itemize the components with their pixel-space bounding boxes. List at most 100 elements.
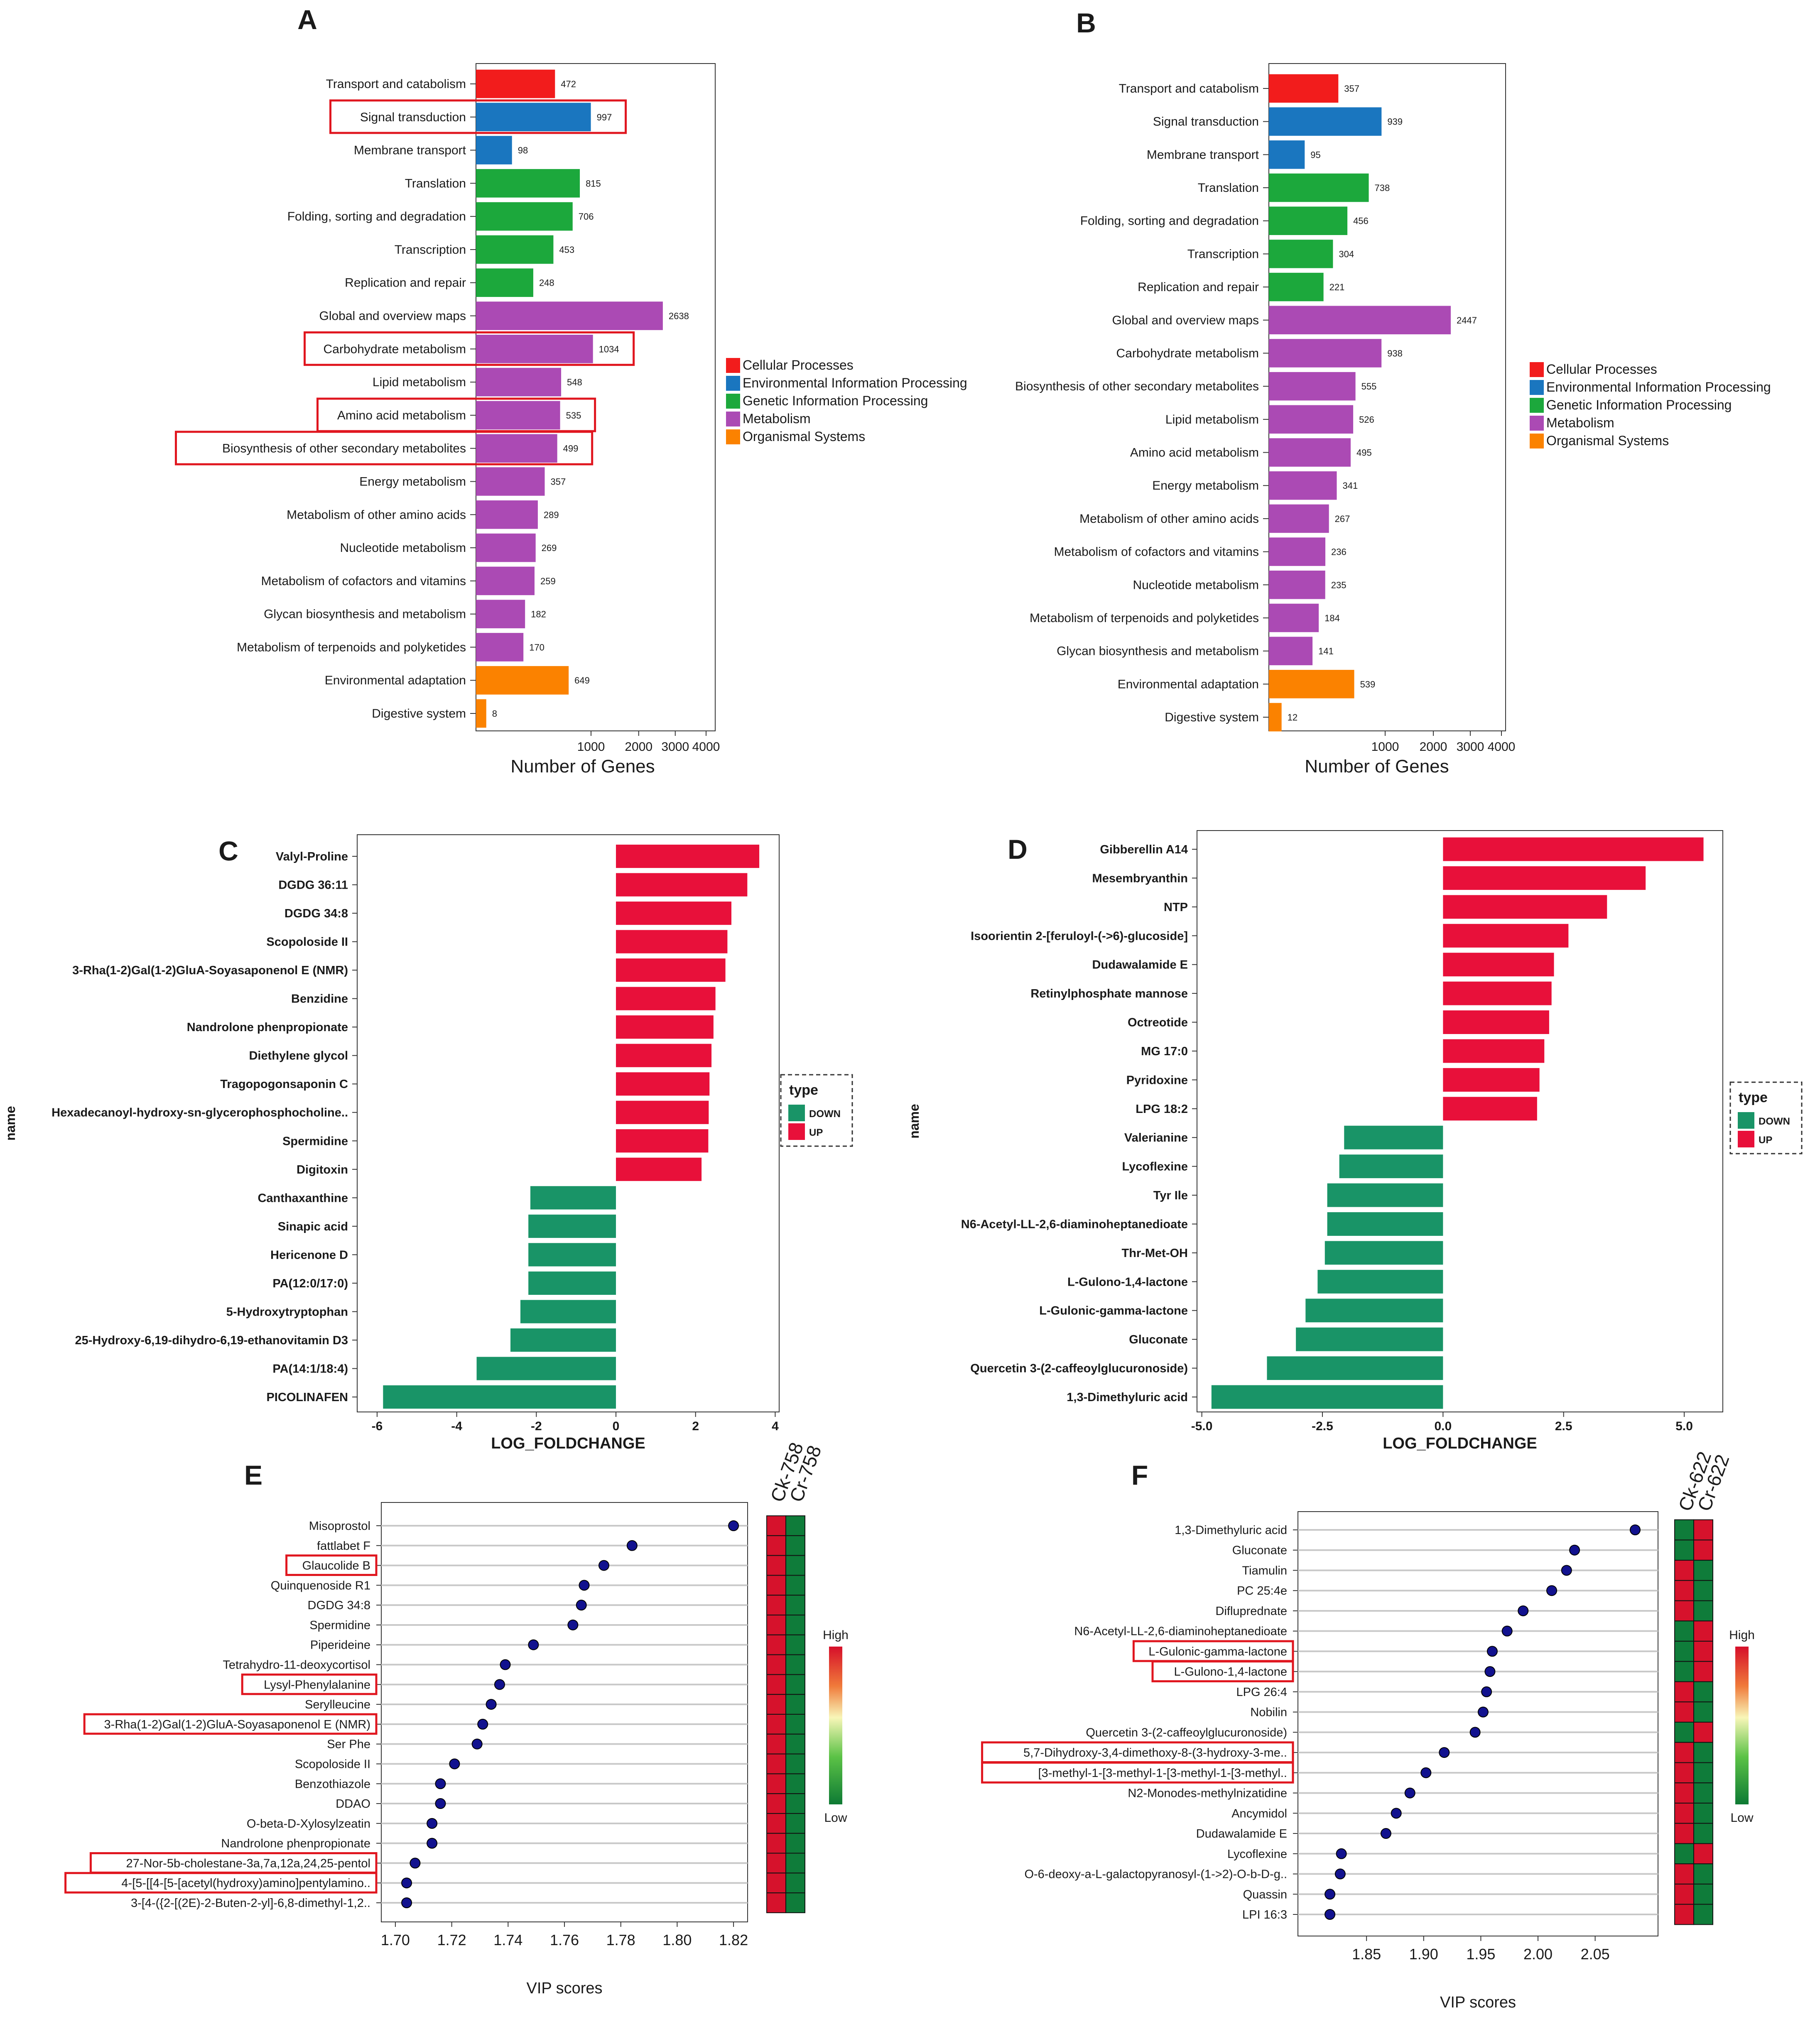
value-label: 738 (1375, 183, 1390, 193)
category-label: Glycan biosynthesis and metabolism (264, 608, 466, 621)
heatmap-cell (1693, 1539, 1713, 1561)
panel-E: E Misoprostol fattlabet F Glaucolide B Quinq… (64, 1439, 849, 1997)
category-label: 1,3-Dimethyluric acid (1175, 1524, 1287, 1537)
bar (616, 987, 716, 1010)
heatmap-cell (1674, 1742, 1694, 1763)
category-label: Gluconate (1129, 1333, 1188, 1346)
legend-box (780, 1074, 853, 1147)
category-label: Carbohydrate metabolism (324, 342, 466, 356)
x-axis-title: Number of Genes (1305, 756, 1449, 777)
vip-dot (471, 1738, 483, 1750)
category-label: Global and overview maps (1112, 314, 1259, 327)
panel-letter: A (297, 4, 317, 35)
highlight-box (1151, 1660, 1294, 1683)
x-tick-label: 4000 (1488, 740, 1516, 754)
category-label: PC 25:4e (1237, 1584, 1287, 1598)
x-tick-label: 3000 (661, 740, 689, 754)
vip-dot (1629, 1524, 1641, 1535)
category-label: Valerianine (1124, 1131, 1188, 1145)
value-label: 182 (531, 609, 546, 620)
legend-swatch (726, 429, 740, 444)
bar (476, 169, 580, 198)
y-axis-title: name (907, 1104, 922, 1139)
x-tick-label: 1.85 (1352, 1946, 1381, 1963)
value-label: 2447 (1457, 315, 1477, 326)
highlight-box (175, 431, 594, 466)
vip-dot (1501, 1625, 1513, 1637)
bar (1443, 924, 1569, 948)
heatmap-cell (1693, 1661, 1713, 1682)
heatmap-cell (785, 1595, 805, 1616)
heatmap-cell (1693, 1722, 1713, 1743)
x-tick-label: 2000 (1420, 740, 1447, 754)
bar (476, 533, 536, 562)
x-axis-title: VIP scores (526, 1980, 602, 1997)
legend-label: DOWN (1759, 1116, 1790, 1127)
heatmap-cell (785, 1853, 805, 1874)
category-label: Misoprostol (309, 1519, 370, 1533)
y-axis-title: name (3, 1106, 18, 1141)
heatmap-cell (785, 1872, 805, 1894)
bar (616, 930, 728, 953)
value-label: 535 (566, 410, 581, 421)
legend-box (1729, 1081, 1803, 1154)
category-label: 3-[4-({2-[(2E)-2-Buten-2-yl]-6,8-dimethy… (131, 1897, 370, 1910)
vip-dot (449, 1758, 460, 1769)
bar (1443, 837, 1704, 861)
vip-dot (410, 1858, 421, 1869)
vip-dot (728, 1520, 739, 1531)
value-label: 267 (1335, 514, 1350, 524)
legend-label: UP (809, 1127, 823, 1138)
vip-dot (435, 1798, 446, 1809)
category-label: Pyridoxine (1126, 1073, 1188, 1087)
category-label: 3-Rha(1-2)Gal(1-2)GluA-Soyasaponenol E (… (104, 1718, 370, 1731)
value-label: 997 (597, 112, 612, 123)
bar (528, 1271, 616, 1295)
category-label: Lycoflexine (1227, 1848, 1287, 1861)
panel-F: F 1,3-Dimethyluric acid Gluconate Tiamulin P… (981, 1448, 1755, 2011)
bar (1269, 603, 1319, 632)
bar (476, 103, 591, 132)
category-label: Nobilin (1250, 1706, 1287, 1719)
category-label: Membrane transport (354, 144, 466, 157)
heatmap-cell (766, 1833, 786, 1854)
vip-dot (1391, 1808, 1402, 1819)
category-label: Transcription (395, 243, 466, 257)
category-label: Isoorientin 2-[feruloyl-(->6)-glucoside] (971, 929, 1188, 943)
bar (510, 1328, 616, 1352)
heatmap-cell (766, 1575, 786, 1596)
x-tick-label: 1.82 (719, 1931, 748, 1948)
heatmap-cell (1674, 1560, 1694, 1581)
category-label: Dudawalamide E (1196, 1827, 1287, 1841)
value-label: 495 (1356, 448, 1372, 458)
heatmap-cell (1674, 1641, 1694, 1662)
x-tick-label: 4000 (692, 740, 720, 754)
vip-dot (1404, 1787, 1415, 1799)
panel-letter: B (1076, 7, 1096, 38)
category-label: Glycan biosynthesis and metabolism (1057, 645, 1259, 658)
category-label: Lysyl-Phenylalanine (264, 1678, 370, 1691)
heatmap-cell (1674, 1519, 1694, 1541)
heatmap-cell (1693, 1742, 1713, 1763)
category-label: Gluconate (1232, 1544, 1287, 1557)
legend-label: Cellular Processes (743, 358, 854, 373)
category-label: Gibberellin A14 (1100, 843, 1188, 856)
category-label: O-beta-D-Xylosylzeatin (247, 1817, 370, 1831)
bar (1443, 1039, 1545, 1063)
category-label: 5-Hydroxytryptophan (226, 1305, 348, 1319)
bar (476, 600, 525, 628)
heatmap-cell (1693, 1863, 1713, 1885)
x-tick-label: 0.0 (1434, 1419, 1452, 1433)
vip-dot (1477, 1706, 1489, 1718)
category-label: 1,3-Dimethyluric acid (1067, 1391, 1188, 1404)
heatmap-cell (1674, 1904, 1694, 1925)
bar (1443, 1068, 1540, 1092)
category-label: Nucleotide metabolism (340, 541, 466, 555)
heatmap-cell (785, 1674, 805, 1695)
x-axis-title: LOG_FOLDCHANGE (1383, 1435, 1537, 1452)
category-label: Translation (1198, 181, 1259, 195)
vip-dot (1481, 1686, 1492, 1697)
heatmap-cell (785, 1575, 805, 1596)
category-label: Metabolism of terpenoids and polyketides (237, 640, 466, 654)
value-label: 939 (1387, 117, 1403, 127)
